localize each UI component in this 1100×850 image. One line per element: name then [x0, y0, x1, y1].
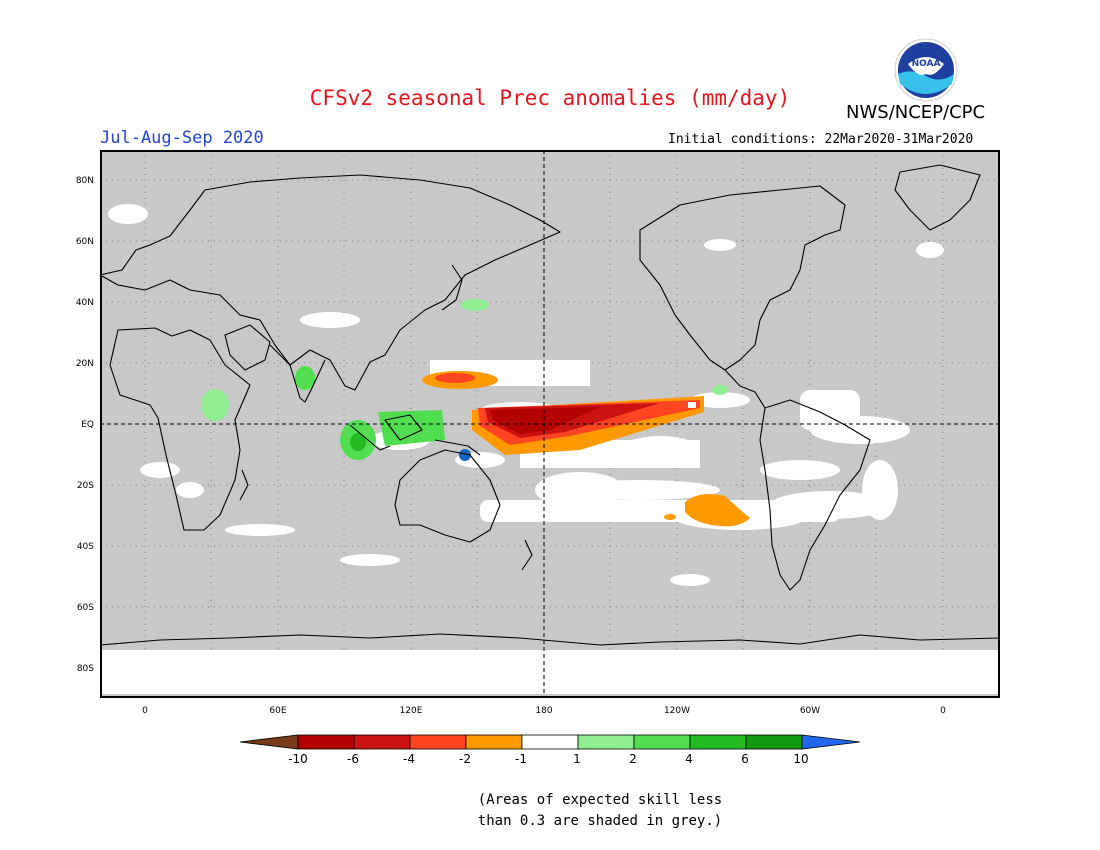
agency-label: NWS/NCEP/CPC: [846, 102, 986, 123]
lon-label: 120W: [663, 706, 691, 716]
legend-label: -10: [288, 752, 308, 766]
legend-swatch: [577, 734, 635, 750]
legend-swatch: [240, 734, 299, 750]
legend-swatch: [353, 734, 411, 750]
legend-label: 4: [685, 752, 693, 766]
skill-note-line-1: (Areas of expected skill less: [477, 792, 723, 808]
legend-label: 1: [573, 752, 581, 766]
lat-label: 60N: [75, 237, 94, 247]
lat-label: EQ: [81, 420, 94, 430]
lat-label: 20N: [75, 359, 94, 369]
legend-swatch: [633, 734, 691, 750]
legend-label: -4: [403, 752, 415, 766]
skill-note: (Areas of expected skill less than 0.3 a…: [470, 790, 730, 832]
lat-label: 40N: [75, 298, 94, 308]
map-frame: [100, 150, 1000, 698]
legend-swatch: [465, 734, 523, 750]
lon-label: 0: [940, 706, 946, 716]
legend-swatch: [409, 734, 467, 750]
legend-swatch: [297, 734, 355, 750]
legend-swatch: [689, 734, 747, 750]
legend-label: 6: [741, 752, 749, 766]
lat-label: 40S: [76, 542, 94, 552]
lon-label: 60E: [269, 706, 287, 716]
legend-swatch: [801, 734, 860, 750]
legend-label: 10: [793, 752, 809, 766]
coastlines: [100, 164, 1000, 646]
lon-label: 120E: [399, 706, 423, 716]
lat-label: 60S: [76, 603, 94, 613]
legend-label: 2: [629, 752, 637, 766]
initial-conditions-label: Initial conditions: 22Mar2020-31Mar2020: [668, 132, 974, 147]
lon-label: 60W: [799, 706, 821, 716]
legend-swatch: [521, 734, 579, 750]
lat-label: 80N: [75, 176, 94, 186]
lat-label: 20S: [76, 481, 94, 491]
color-legend: [240, 734, 860, 750]
lon-label: 0: [142, 706, 148, 716]
skill-note-line-2: than 0.3 are shaded in grey.): [477, 813, 723, 829]
lat-label: 80S: [76, 664, 94, 674]
noaa-logo-icon: NOAA: [894, 38, 958, 102]
logo-text: NOAA: [912, 59, 941, 69]
legend-label: -2: [459, 752, 471, 766]
wet-anomalies: [201, 299, 728, 461]
dry-anomalies: [422, 371, 750, 527]
season-label: Jul-Aug-Sep 2020: [100, 128, 264, 148]
legend-swatch: [745, 734, 803, 750]
chart-title: CFSv2 seasonal Prec anomalies (mm/day): [309, 86, 791, 110]
lon-label: 180: [535, 706, 553, 716]
legend-label: -1: [515, 752, 527, 766]
legend-label: -6: [347, 752, 359, 766]
anomaly-map: [100, 150, 1000, 698]
